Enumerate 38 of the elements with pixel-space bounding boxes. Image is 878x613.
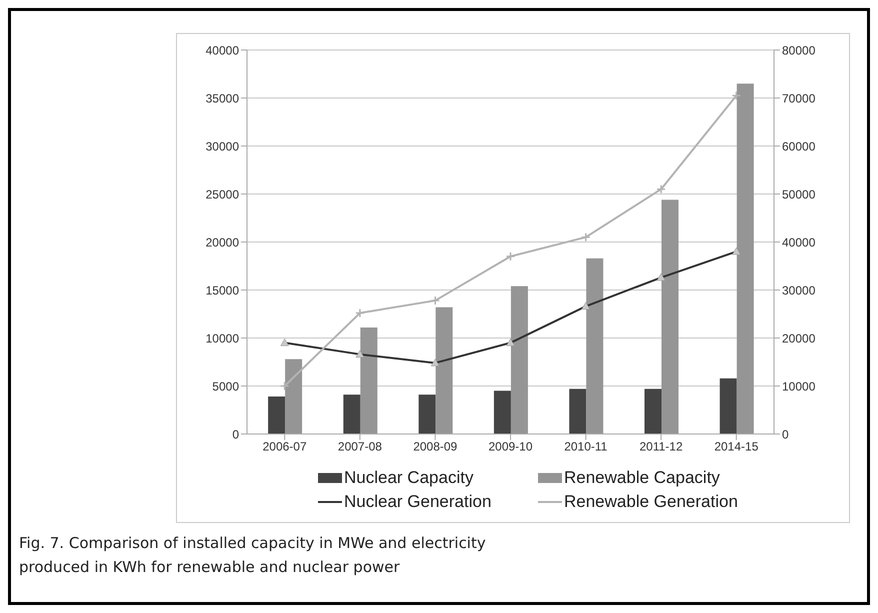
- y2-tick-label: 70000: [782, 91, 816, 106]
- legend-label: Renewable Generation: [564, 492, 738, 512]
- bar: [268, 396, 286, 434]
- y-tick-label: 40000: [206, 43, 240, 58]
- x-tick-label: 2008-09: [413, 440, 458, 454]
- y2-tick-label: 50000: [782, 187, 816, 202]
- y2-tick-label: 20000: [782, 331, 816, 346]
- bar: [720, 378, 737, 434]
- caption: Fig. 7. Comparison of installed capacity in MWe and electricity produced in KWh for renewable and nuclear power: [19, 533, 487, 578]
- x-tick-label: 2007-08: [338, 440, 382, 454]
- y-tick-label: 0: [232, 427, 240, 442]
- y2-tick-label: 60000: [782, 139, 816, 154]
- bar: [644, 388, 662, 434]
- y-tick-label: 35000: [206, 91, 240, 106]
- x-tick-label: 2011-12: [639, 440, 683, 454]
- x-tick-label: 2009-10: [488, 440, 533, 454]
- y-tick-label: 30000: [206, 139, 240, 154]
- y2-tick-label: 30000: [782, 283, 816, 298]
- x-tick-label: 2014-15: [714, 440, 759, 454]
- x-tick-label: 2010-11: [564, 440, 608, 454]
- y2-tick-label: 40000: [782, 235, 816, 250]
- bar: [418, 394, 436, 434]
- legend-label: Renewable Capacity: [564, 468, 720, 488]
- legend-label: Nuclear Capacity: [344, 468, 474, 488]
- bar: [285, 359, 302, 434]
- y2-tick-label: 0: [782, 427, 789, 442]
- y-tick-label: 5000: [212, 379, 240, 394]
- y-tick-label: 20000: [206, 235, 240, 250]
- y-tick-label: 10000: [206, 331, 240, 346]
- bar: [343, 394, 360, 434]
- y2-tick-label: 80000: [782, 43, 816, 58]
- y-tick-label: 25000: [206, 187, 240, 202]
- bar: [569, 388, 586, 434]
- x-tick-label: 2006-07: [262, 440, 307, 454]
- y-tick-label: 15000: [206, 283, 240, 298]
- bar: [494, 390, 511, 434]
- legend-label: Nuclear Generation: [344, 492, 492, 512]
- y2-tick-label: 10000: [782, 379, 816, 394]
